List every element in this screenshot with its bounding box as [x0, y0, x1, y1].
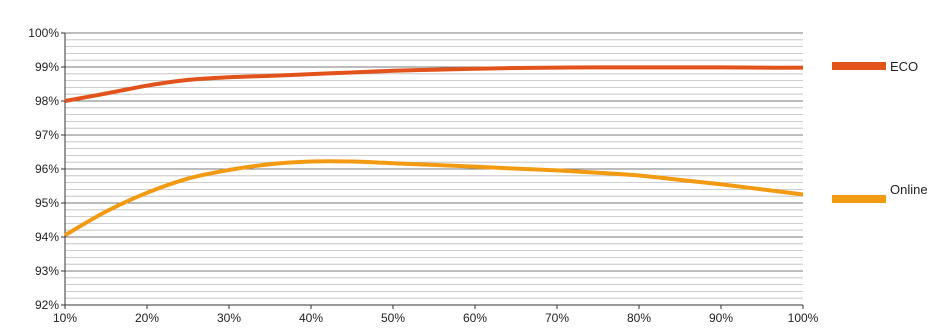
- y-tick-label: 99%: [35, 60, 59, 74]
- y-tick-label: 92%: [35, 298, 59, 312]
- x-tick-label: 90%: [709, 311, 733, 325]
- x-tick-label: 40%: [299, 311, 323, 325]
- grid: [65, 32, 803, 306]
- y-tick-label: 96%: [35, 162, 59, 176]
- series-line-online: [63, 159, 804, 238]
- y-tick-label: 93%: [35, 264, 59, 278]
- y-tick-label: 97%: [35, 128, 59, 142]
- y-tick-label: 100%: [28, 26, 59, 40]
- y-tick-label: 94%: [35, 230, 59, 244]
- legend-label-online: Online: [890, 182, 928, 197]
- y-tick-label: 98%: [35, 94, 59, 108]
- x-tick-label: 80%: [627, 311, 651, 325]
- legend-label-eco: ECO: [890, 59, 918, 74]
- series-line-eco: [64, 65, 804, 103]
- x-tick-label: 30%: [217, 311, 241, 325]
- legend: ECO Online: [832, 59, 928, 203]
- x-tick-label: 70%: [545, 311, 569, 325]
- x-tick-label: 60%: [463, 311, 487, 325]
- series-lines: [63, 65, 804, 238]
- y-axis-ticks: 92% 93% 94% 95% 96% 97% 98% 99% 100%: [28, 26, 65, 312]
- x-tick-label: 20%: [135, 311, 159, 325]
- axes: [64, 33, 803, 309]
- y-tick-label: 95%: [35, 196, 59, 210]
- x-axis-ticks: 10% 20% 30% 40% 50% 60% 70% 80% 90% 100%: [53, 305, 819, 325]
- x-tick-label: 10%: [53, 311, 77, 325]
- legend-swatch-online: [832, 195, 886, 203]
- x-tick-label: 50%: [381, 311, 405, 325]
- legend-swatch-eco: [832, 62, 886, 70]
- x-tick-label: 100%: [788, 311, 819, 325]
